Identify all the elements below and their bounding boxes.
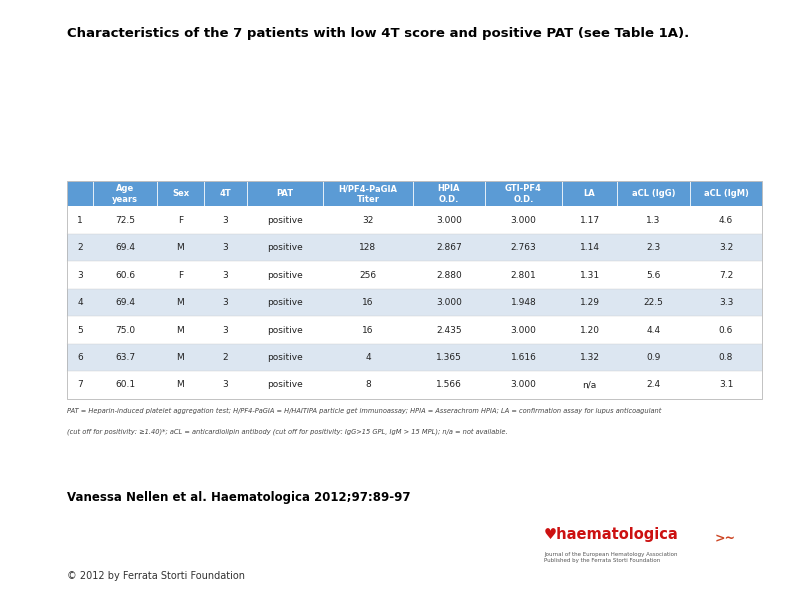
Text: 3.3: 3.3: [719, 298, 733, 307]
Text: 1.17: 1.17: [580, 215, 599, 225]
Text: 3.000: 3.000: [436, 298, 462, 307]
Text: positive: positive: [267, 353, 303, 362]
Text: 3: 3: [222, 271, 228, 280]
Text: 3.2: 3.2: [719, 243, 733, 252]
Text: 2: 2: [78, 243, 83, 252]
Text: 2.867: 2.867: [436, 243, 462, 252]
Text: 3.000: 3.000: [511, 325, 537, 334]
Text: 1.14: 1.14: [580, 243, 599, 252]
Text: 0.9: 0.9: [646, 353, 661, 362]
Text: 5.6: 5.6: [646, 271, 661, 280]
Text: F: F: [178, 271, 183, 280]
Text: 3: 3: [222, 215, 228, 225]
Text: positive: positive: [267, 243, 303, 252]
Text: H/PF4-PaGIA
Titer: H/PF4-PaGIA Titer: [338, 184, 398, 203]
Text: >~: >~: [715, 533, 736, 546]
Text: PAT: PAT: [276, 189, 294, 199]
Text: 4T: 4T: [219, 189, 231, 199]
Text: positive: positive: [267, 380, 303, 389]
Text: Characteristics of the 7 patients with low 4T score and positive PAT (see Table : Characteristics of the 7 patients with l…: [67, 27, 690, 40]
Text: 16: 16: [362, 298, 374, 307]
Text: 0.8: 0.8: [719, 353, 733, 362]
Text: 256: 256: [360, 271, 376, 280]
Text: 3.1: 3.1: [719, 380, 733, 389]
Text: aCL (IgG): aCL (IgG): [632, 189, 676, 199]
Text: 2.880: 2.880: [436, 271, 462, 280]
Text: 8: 8: [365, 380, 371, 389]
Text: 32: 32: [362, 215, 374, 225]
Text: 69.4: 69.4: [115, 298, 135, 307]
Text: LA: LA: [584, 189, 596, 199]
Text: Journal of the European Hematology Association
Published by the Ferrata Storti F: Journal of the European Hematology Assoc…: [544, 552, 677, 563]
Text: 7.2: 7.2: [719, 271, 733, 280]
Text: Sex: Sex: [172, 189, 189, 199]
Text: HPIA
O.D.: HPIA O.D.: [437, 184, 461, 203]
Text: 3: 3: [222, 325, 228, 334]
Text: 1.948: 1.948: [511, 298, 537, 307]
Text: M: M: [176, 298, 184, 307]
Text: 75.0: 75.0: [115, 325, 135, 334]
Text: n/a: n/a: [583, 380, 597, 389]
Text: 2: 2: [222, 353, 228, 362]
Text: positive: positive: [267, 271, 303, 280]
Text: Age
years: Age years: [112, 184, 138, 203]
Text: 3: 3: [222, 298, 228, 307]
Text: 3: 3: [222, 243, 228, 252]
Text: 1.566: 1.566: [436, 380, 462, 389]
Text: aCL (IgM): aCL (IgM): [703, 189, 749, 199]
Text: 3.000: 3.000: [511, 215, 537, 225]
Text: 1.29: 1.29: [580, 298, 599, 307]
Text: ♥haematologica: ♥haematologica: [544, 527, 679, 541]
Text: 60.6: 60.6: [115, 271, 135, 280]
Text: 16: 16: [362, 325, 374, 334]
Text: 7: 7: [77, 380, 83, 389]
Text: M: M: [176, 325, 184, 334]
Text: 4: 4: [365, 353, 371, 362]
Text: positive: positive: [267, 325, 303, 334]
Text: 3: 3: [77, 271, 83, 280]
Text: 63.7: 63.7: [115, 353, 135, 362]
Text: 3: 3: [222, 380, 228, 389]
Text: GTI-PF4
O.D.: GTI-PF4 O.D.: [505, 184, 542, 203]
Text: 1.365: 1.365: [436, 353, 462, 362]
Text: 2.801: 2.801: [511, 271, 537, 280]
Text: F: F: [178, 215, 183, 225]
Text: 1.32: 1.32: [580, 353, 599, 362]
Text: 0.6: 0.6: [719, 325, 733, 334]
Text: 2.763: 2.763: [511, 243, 537, 252]
Text: 3.000: 3.000: [511, 380, 537, 389]
Text: 3.000: 3.000: [436, 215, 462, 225]
Text: 4: 4: [78, 298, 83, 307]
Text: 1.31: 1.31: [580, 271, 599, 280]
Text: 5: 5: [77, 325, 83, 334]
Text: M: M: [176, 243, 184, 252]
Text: 4.4: 4.4: [646, 325, 661, 334]
Text: 128: 128: [360, 243, 376, 252]
Text: 1: 1: [77, 215, 83, 225]
Text: positive: positive: [267, 298, 303, 307]
Text: positive: positive: [267, 215, 303, 225]
Text: 22.5: 22.5: [644, 298, 664, 307]
Text: Vanessa Nellen et al. Haematologica 2012;97:89-97: Vanessa Nellen et al. Haematologica 2012…: [67, 491, 411, 504]
Text: 1.3: 1.3: [646, 215, 661, 225]
Text: (cut off for positivity: ≥1.40)*; aCL = anticardiolipin antibody (cut off for po: (cut off for positivity: ≥1.40)*; aCL = …: [67, 428, 508, 435]
Text: 4.6: 4.6: [719, 215, 733, 225]
Text: 2.4: 2.4: [646, 380, 661, 389]
Text: 60.1: 60.1: [115, 380, 135, 389]
Text: © 2012 by Ferrata Storti Foundation: © 2012 by Ferrata Storti Foundation: [67, 571, 245, 581]
Text: 72.5: 72.5: [115, 215, 135, 225]
Text: M: M: [176, 353, 184, 362]
Text: 69.4: 69.4: [115, 243, 135, 252]
Text: 6: 6: [77, 353, 83, 362]
Text: M: M: [176, 380, 184, 389]
Text: 1.616: 1.616: [511, 353, 537, 362]
Text: 1.20: 1.20: [580, 325, 599, 334]
Text: 2.3: 2.3: [646, 243, 661, 252]
Text: 2.435: 2.435: [436, 325, 462, 334]
Text: PAT = Heparin-induced platelet aggregation test; H/PF4-PaGIA = H/HAITIPA particl: PAT = Heparin-induced platelet aggregati…: [67, 408, 662, 414]
